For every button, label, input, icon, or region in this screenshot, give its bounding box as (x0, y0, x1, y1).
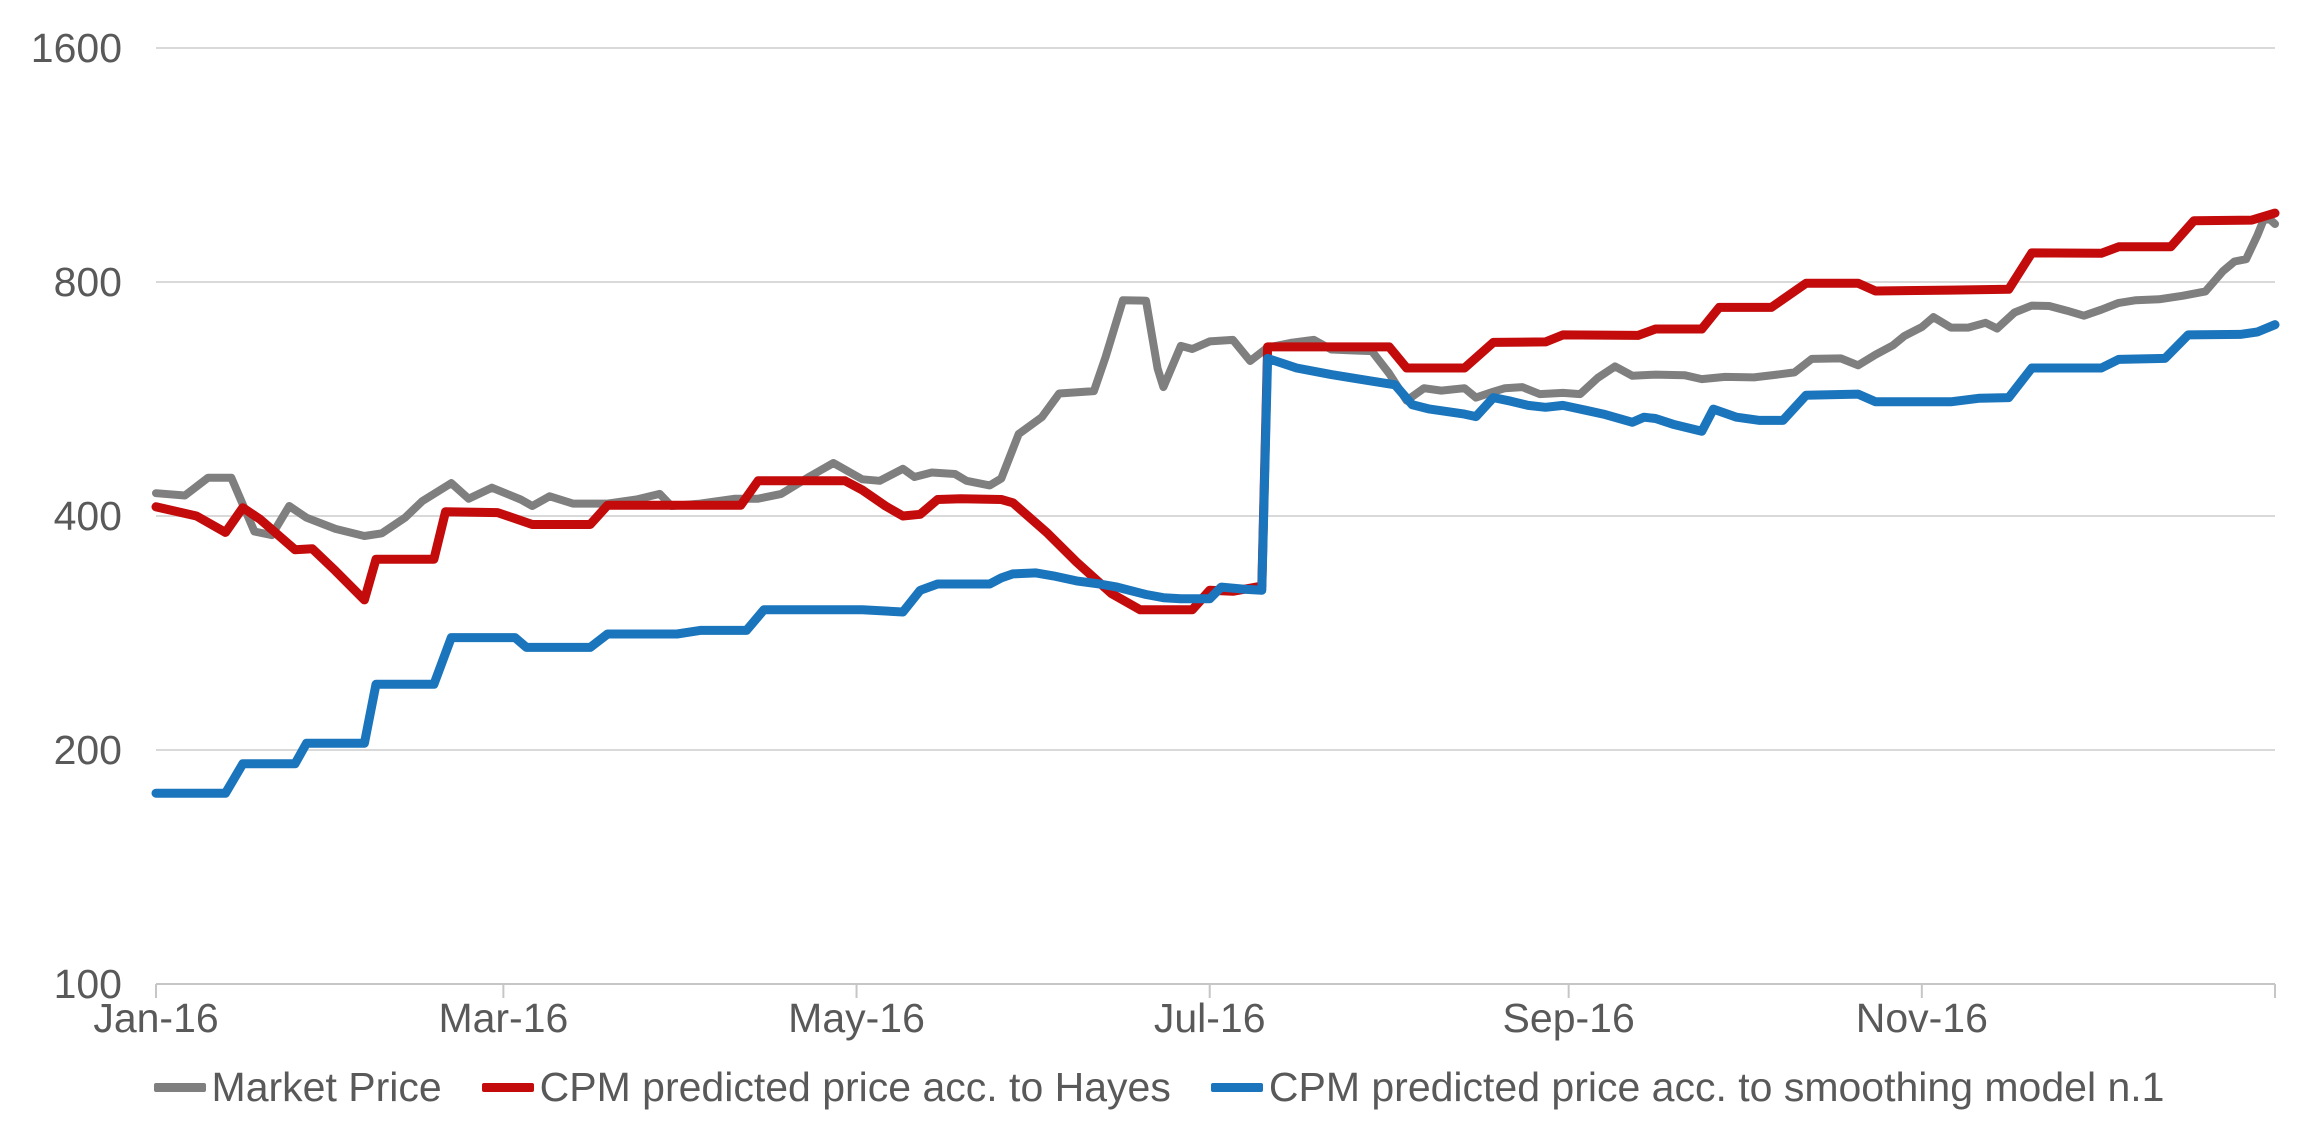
x-tick-label: Jul-16 (1154, 995, 1266, 1041)
x-tick-label: Sep-16 (1503, 995, 1635, 1041)
series-line-cpm-predicted-price-acc-to-smoothing-model-n-1 (151, 320, 2280, 798)
y-tick-label: 800 (54, 259, 122, 305)
y-tick-label: 200 (54, 727, 122, 773)
legend-item-market-price: Market Price (153, 1064, 442, 1111)
legend-dash-icon (481, 1083, 534, 1092)
x-tick-label: Mar-16 (438, 995, 568, 1041)
legend-dash-icon (153, 1083, 206, 1092)
legend-item-cpm-predicted-price-acc-to-smoothing-model-n-1: CPM predicted price acc. to smoothing mo… (1210, 1064, 2165, 1111)
y-tick-label: 400 (54, 493, 122, 539)
series-lines (151, 208, 2280, 798)
x-axis: Jan-16 Mar-16 May-16 Jul-16 Sep-16 Nov-16 (93, 984, 2276, 1041)
legend-label: Market Price (211, 1064, 442, 1110)
series-line-cpm-predicted-price-acc-to-hayes (151, 208, 2280, 615)
series-line-market-price (152, 214, 2279, 540)
legend-label: CPM predicted price acc. to Hayes (539, 1064, 1171, 1110)
legend: Market Price CPM predicted price acc. to … (0, 1064, 2318, 1111)
x-tick-label: Nov-16 (1856, 995, 1988, 1041)
legend-item-cpm-predicted-price-acc-to-hayes: CPM predicted price acc. to Hayes (481, 1064, 1171, 1111)
x-tick-label: Jan-16 (93, 995, 218, 1041)
y-axis: 1600 800 400 200 100 (31, 25, 122, 1007)
y-tick-label: 100 (54, 961, 122, 1007)
x-tick-label: May-16 (788, 995, 925, 1041)
y-tick-label: 1600 (31, 25, 122, 71)
legend-label: CPM predicted price acc. to smoothing mo… (1268, 1064, 2165, 1110)
legend-dash-icon (1210, 1083, 1263, 1092)
